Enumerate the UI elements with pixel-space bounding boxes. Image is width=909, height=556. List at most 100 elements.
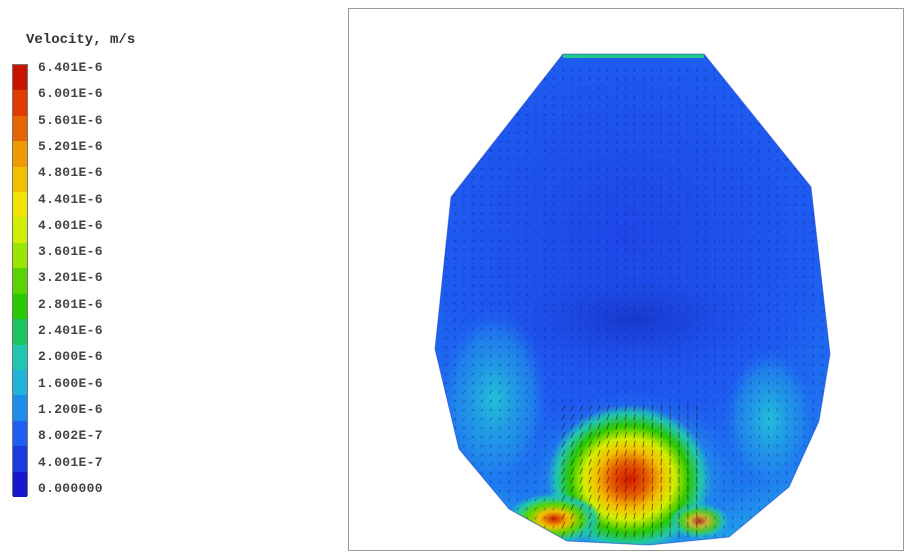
velocity-vector	[525, 95, 529, 99]
velocity-vector	[785, 266, 788, 270]
velocity-vector	[579, 275, 582, 279]
velocity-vector	[516, 435, 519, 439]
velocity-vector	[740, 95, 743, 99]
velocity-vector	[821, 525, 824, 529]
velocity-vector	[624, 140, 627, 144]
velocity-vector	[516, 302, 520, 306]
velocity-vector	[570, 468, 575, 475]
velocity-vector	[498, 462, 501, 466]
velocity-vector	[543, 489, 546, 493]
velocity-vector	[642, 176, 645, 180]
velocity-vector	[570, 345, 573, 349]
velocity-vector	[498, 158, 502, 161]
velocity-vector	[758, 309, 761, 313]
velocity-vector	[543, 399, 546, 403]
velocity-vector	[740, 230, 743, 234]
velocity-vector	[642, 131, 645, 135]
velocity-vector	[802, 95, 806, 99]
velocity-vector	[507, 158, 511, 161]
velocity-vector	[731, 302, 734, 306]
velocity-vector	[471, 336, 475, 340]
velocity-vector	[633, 413, 636, 421]
velocity-vector	[525, 354, 528, 358]
velocity-vector	[480, 336, 484, 340]
velocity-vector	[776, 534, 779, 538]
velocity-vector	[821, 336, 824, 340]
velocity-vector	[749, 534, 752, 538]
velocity-vector	[732, 498, 734, 502]
velocity-vector	[615, 185, 618, 189]
velocity-vector	[588, 284, 591, 288]
velocity-vector	[731, 68, 734, 72]
velocity-vector	[633, 458, 636, 466]
velocity-vector	[561, 390, 564, 394]
velocity-vector	[714, 176, 716, 180]
velocity-vector	[489, 248, 493, 251]
velocity-vector	[444, 507, 448, 511]
velocity-vector	[794, 302, 797, 306]
velocity-vector	[525, 453, 528, 457]
velocity-vector	[453, 293, 457, 296]
velocity-vector	[758, 284, 761, 288]
velocity-vector	[758, 266, 761, 270]
velocity-vector	[444, 309, 448, 313]
velocity-vector	[525, 363, 528, 367]
velocity-vector	[525, 176, 529, 180]
velocity-vector	[471, 480, 475, 484]
velocity-vector	[543, 444, 546, 448]
velocity-vector	[525, 327, 528, 331]
velocity-vector	[525, 498, 528, 502]
velocity-vector	[812, 309, 815, 313]
velocity-vector	[489, 444, 492, 448]
velocity-vector	[453, 336, 457, 340]
velocity-vector	[776, 230, 779, 234]
velocity-vector	[803, 435, 806, 439]
velocity-vector	[642, 248, 645, 252]
velocity-vector	[525, 390, 528, 394]
velocity-vector	[516, 131, 520, 135]
velocity-vector	[642, 122, 645, 126]
velocity-vector	[633, 104, 636, 108]
velocity-vector	[579, 131, 582, 135]
velocity-vector	[794, 417, 797, 421]
velocity-vector	[480, 203, 484, 206]
velocity-vector	[597, 363, 600, 367]
colorbar-tick-label: 1.200E-6	[38, 402, 103, 418]
velocity-vector	[633, 167, 636, 171]
velocity-vector	[444, 158, 448, 161]
velocity-vector	[615, 467, 619, 475]
velocity-vector	[552, 221, 556, 225]
velocity-vector	[471, 113, 475, 116]
velocity-vector	[489, 203, 493, 206]
velocity-vector	[615, 167, 618, 171]
velocity-vector	[731, 176, 734, 180]
velocity-vector	[507, 257, 511, 260]
velocity-vector	[642, 458, 645, 466]
velocity-vector	[651, 494, 654, 502]
velocity-vector	[516, 122, 520, 126]
velocity-vector	[579, 372, 582, 376]
velocity-vector	[740, 194, 743, 198]
velocity-vector	[758, 327, 761, 331]
velocity-vector	[543, 221, 547, 225]
velocity-vector	[453, 176, 457, 179]
velocity-vector	[552, 248, 556, 252]
velocity-vector	[471, 309, 475, 313]
velocity-vector	[615, 257, 618, 261]
velocity-vector	[462, 203, 466, 206]
velocity-vector	[588, 68, 591, 72]
velocity-vector	[758, 257, 761, 261]
velocity-vector	[633, 266, 636, 270]
velocity-vector	[776, 390, 779, 394]
velocity-vector	[811, 221, 815, 225]
velocity-vector	[444, 176, 448, 179]
velocity-vector	[552, 417, 555, 421]
velocity-vector	[570, 441, 575, 448]
velocity-vector	[552, 95, 556, 99]
velocity-vector	[516, 95, 520, 99]
velocity-vector	[812, 381, 815, 385]
velocity-vector	[525, 230, 529, 234]
velocity-vector	[802, 113, 806, 117]
velocity-vector	[471, 525, 475, 529]
velocity-vector	[579, 257, 582, 261]
